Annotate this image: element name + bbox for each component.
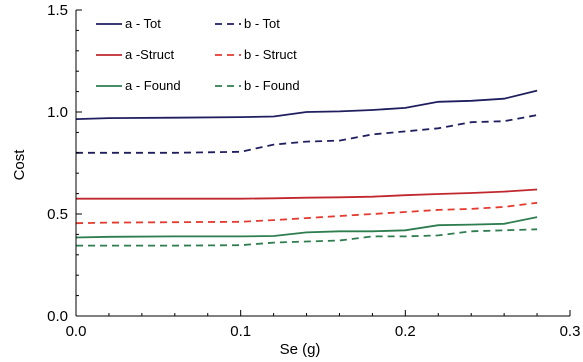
y-tick-label: 0.5: [47, 206, 68, 223]
series-line-0: [75, 89, 538, 120]
ticks: 0.0 0.5 1.0 1.5 0.0 0.1 0.2 0.3: [47, 2, 580, 340]
axes: [75, 10, 570, 317]
y-tick-label: 1.0: [47, 104, 68, 121]
series-line-5: [76, 228, 538, 247]
x-tick-label: 0.1: [230, 323, 251, 340]
x-axis-label: Se (g): [280, 341, 321, 358]
legend-label-1: b - Tot: [244, 16, 280, 31]
plot-area: [75, 89, 538, 247]
legend-label-2: a -Struct: [125, 47, 175, 62]
legend-label-3: b - Struct: [244, 47, 297, 62]
legend-label-4: a - Found: [125, 78, 181, 93]
legend-label-5: b - Found: [244, 78, 300, 93]
series-line-2: [76, 188, 538, 200]
series-line-4: [75, 216, 538, 239]
legend-label-0: a - Tot: [125, 16, 161, 31]
x-tick-label: 0.3: [560, 323, 581, 340]
series-line-1: [76, 114, 538, 154]
y-axis-label: Cost: [11, 149, 28, 181]
x-tick-label: 0.2: [395, 323, 416, 340]
series-line-3: [75, 201, 538, 225]
legend: a - Tot b - Tot a -Struct b - Struct a - Fou…: [96, 16, 300, 93]
x-tick-label: 0.0: [66, 323, 87, 340]
y-tick-label: 0.0: [47, 308, 68, 325]
y-tick-label: 1.5: [47, 2, 68, 19]
